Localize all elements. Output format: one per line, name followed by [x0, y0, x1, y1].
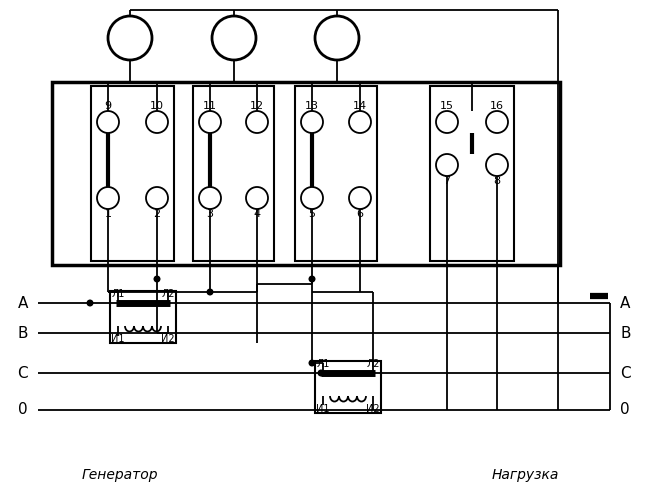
Text: 3: 3	[206, 209, 214, 219]
Bar	[52, 82, 560, 265]
Circle shape	[301, 187, 323, 209]
Text: 0: 0	[18, 402, 28, 418]
Text: 15: 15	[440, 101, 454, 111]
Text: 1: 1	[105, 209, 111, 219]
Bar	[110, 291, 176, 343]
Bar	[193, 86, 274, 261]
Text: A: A	[620, 296, 630, 310]
Text: C: C	[17, 366, 28, 380]
Text: И2: И2	[366, 404, 380, 414]
Circle shape	[246, 111, 268, 133]
Circle shape	[486, 111, 508, 133]
Text: 0: 0	[620, 402, 630, 418]
Text: 4: 4	[253, 209, 261, 219]
Text: Генератор: Генератор	[82, 468, 158, 482]
Circle shape	[349, 111, 371, 133]
Circle shape	[212, 16, 256, 60]
Circle shape	[308, 360, 316, 367]
Bar	[295, 86, 377, 261]
Circle shape	[108, 16, 152, 60]
Text: 16: 16	[490, 101, 504, 111]
Bar	[315, 361, 381, 413]
Circle shape	[199, 187, 221, 209]
Circle shape	[86, 300, 94, 307]
Circle shape	[206, 288, 214, 296]
Text: 10: 10	[150, 101, 164, 111]
Text: Л1: Л1	[316, 359, 330, 369]
Text: A: A	[17, 296, 28, 310]
Text: 6: 6	[356, 209, 364, 219]
Circle shape	[199, 111, 221, 133]
Text: 14: 14	[353, 101, 367, 111]
Text: 12: 12	[250, 101, 264, 111]
Circle shape	[486, 154, 508, 176]
Circle shape	[308, 276, 316, 282]
Circle shape	[246, 187, 268, 209]
Text: Нагрузка: Нагрузка	[491, 468, 559, 482]
Circle shape	[436, 111, 458, 133]
Circle shape	[97, 187, 119, 209]
Bar	[91, 86, 174, 261]
Circle shape	[436, 154, 458, 176]
Circle shape	[301, 111, 323, 133]
Text: 13: 13	[305, 101, 319, 111]
Text: Л2: Л2	[366, 359, 380, 369]
Circle shape	[146, 187, 168, 209]
Circle shape	[315, 16, 359, 60]
Text: B: B	[620, 326, 630, 340]
Text: Л2: Л2	[161, 289, 175, 299]
Circle shape	[318, 369, 324, 376]
Text: Л1: Л1	[111, 289, 125, 299]
Text: И2: И2	[161, 334, 175, 344]
Text: B: B	[17, 326, 28, 340]
Circle shape	[146, 111, 168, 133]
Text: 7: 7	[444, 176, 450, 186]
Text: И1: И1	[316, 404, 330, 414]
Text: 11: 11	[203, 101, 217, 111]
Circle shape	[153, 276, 161, 282]
Text: 9: 9	[105, 101, 112, 111]
Text: 2: 2	[153, 209, 161, 219]
Text: И1: И1	[111, 334, 125, 344]
Text: C: C	[620, 366, 630, 380]
Circle shape	[349, 187, 371, 209]
Text: 8: 8	[493, 176, 500, 186]
Circle shape	[97, 111, 119, 133]
Bar	[430, 86, 514, 261]
Text: 5: 5	[308, 209, 316, 219]
